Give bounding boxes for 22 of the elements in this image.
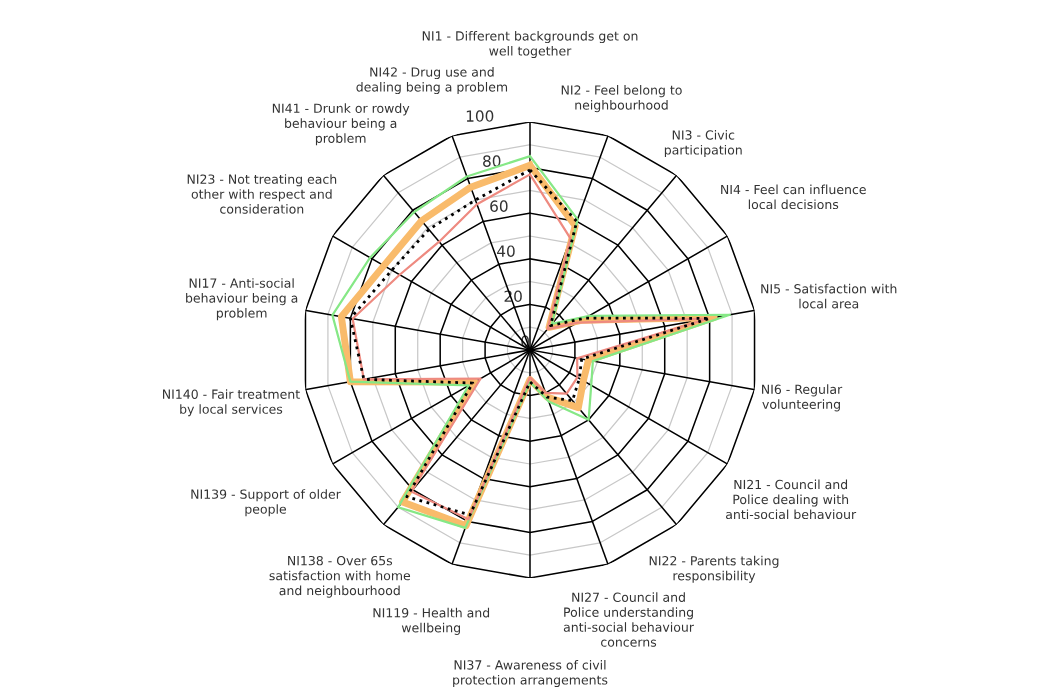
spoke-label: NI5 - Satisfaction with local area	[761, 283, 897, 309]
y-tick-label: 60	[490, 200, 508, 212]
spoke-label: NI119 - Health and wellbeing	[373, 607, 490, 635]
spoke-label: NI140 - Fair treatment by local services	[163, 389, 300, 417]
spoke-label: NI4 - Feel can influence local decisions	[721, 184, 866, 210]
y-tick-label: 80	[483, 155, 501, 167]
spoke-label: NI139 - Support of older people	[191, 489, 341, 517]
spoke-label: NI27 - Council and Police understanding anti-social behaviour concerns	[563, 592, 694, 647]
spoke-label: NI138 - Over 65s satisfaction with home and neighbourhood	[269, 555, 411, 598]
spoke-label: NI41 - Drunk or rowdy behaviour being a problem	[272, 103, 410, 146]
spoke-label: NI23 - Not treating each other with respect and consideration	[187, 174, 337, 214]
spoke-label: NI42 - Drug use and dealing being a problem	[356, 67, 508, 95]
y-tick-label: 100	[466, 110, 494, 122]
spoke-label: NI21 - Council and Police dealing with anti-social behaviour	[726, 479, 857, 520]
y-tick-label: 40	[497, 245, 515, 257]
spoke-label: NI22 - Parents taking responsibility	[649, 555, 779, 583]
spoke-label: NI6 - Regular volunteering	[762, 384, 843, 412]
spoke-label: NI1 - Different backgrounds get on well together	[422, 30, 638, 59]
spoke-label: NI37 - Awareness of civil protection arrangements	[453, 659, 608, 688]
spoke-label: NI2 - Feel belong to neighbourhood	[561, 85, 682, 113]
spoke-label: NI3 - Civic participation	[664, 130, 742, 158]
spoke-label: NI17 - Anti-social behaviour being a problem	[186, 278, 298, 321]
